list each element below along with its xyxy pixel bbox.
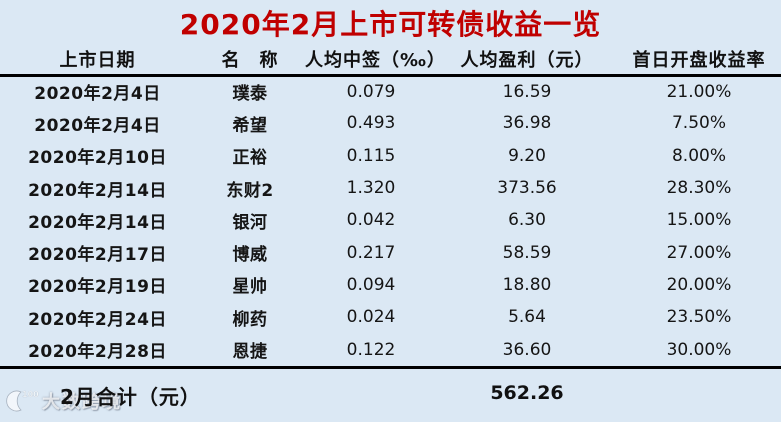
cell-win-rate: 0.024 xyxy=(346,307,396,328)
cell-name: 柳药 xyxy=(232,309,268,330)
column-header-date: 上市日期 xyxy=(0,45,195,77)
column-header-name: 名 称 xyxy=(195,45,305,77)
cell-win-rate: 0.115 xyxy=(346,145,396,166)
cell-name: 璞泰 xyxy=(232,84,268,105)
cell-profit: 373.56 xyxy=(497,178,557,199)
cell-profit: 9.20 xyxy=(508,145,546,166)
cell-profit: 18.80 xyxy=(502,274,552,295)
cell-name: 恩捷 xyxy=(232,342,268,363)
cell-open-return: 20.00% xyxy=(666,274,732,295)
cell-name: 东财2 xyxy=(226,180,274,201)
cell-win-rate: 0.217 xyxy=(346,242,396,263)
table-row: 2020年2月4日 璞泰 0.079 16.59 21.00% xyxy=(0,75,781,107)
cell-profit: 36.60 xyxy=(502,339,552,360)
table-body: 2020年2月4日 璞泰 0.079 16.59 21.00% 2020年2月4… xyxy=(0,75,781,366)
table-row: 2020年2月14日 银河 0.042 6.30 15.00% xyxy=(0,204,781,236)
cell-date: 2020年2月28日 xyxy=(28,342,167,363)
cell-win-rate: 0.122 xyxy=(346,339,396,360)
cell-open-return: 7.50% xyxy=(671,113,726,134)
table-row: 2020年2月14日 东财2 1.320 373.56 28.30% xyxy=(0,172,781,204)
bond-returns-table: 上市日期 名 称 人均中签（‰） 人均盈利（元） 首日开盘收益率 2020年2月… xyxy=(0,45,781,366)
cell-profit: 16.59 xyxy=(502,81,552,102)
table-row: 2020年2月4日 希望 0.493 36.98 7.50% xyxy=(0,107,781,139)
cell-date: 2020年2月17日 xyxy=(28,245,167,266)
table-row: 2020年2月24日 柳药 0.024 5.64 23.50% xyxy=(0,301,781,333)
cell-date: 2020年2月14日 xyxy=(28,180,167,201)
footer-total-value: 562.26 xyxy=(490,381,564,404)
cell-name: 希望 xyxy=(232,115,268,136)
table-row: 2020年2月28日 恩捷 0.122 36.60 30.00% xyxy=(0,333,781,365)
totals-footer: 2月合计（元） 562.26 xyxy=(0,365,781,417)
cell-open-return: 8.00% xyxy=(671,145,726,166)
cell-win-rate: 0.094 xyxy=(346,274,396,295)
cell-open-return: 15.00% xyxy=(666,210,732,231)
cell-profit: 5.64 xyxy=(508,307,546,328)
cell-profit: 6.30 xyxy=(508,210,546,231)
cell-win-rate: 0.079 xyxy=(346,81,396,102)
cell-date: 2020年2月19日 xyxy=(28,277,167,298)
cell-open-return: 27.00% xyxy=(666,242,732,263)
table-row: 2020年2月17日 博威 0.217 58.59 27.00% xyxy=(0,236,781,268)
page-title: 2020年2月上市可转债收益一览 xyxy=(179,7,602,41)
title-bar: 2020年2月上市可转债收益一览 xyxy=(0,0,781,45)
table-row: 2020年2月19日 星帅 0.094 18.80 20.00% xyxy=(0,269,781,301)
cell-name: 星帅 xyxy=(232,277,268,298)
cell-open-return: 30.00% xyxy=(666,339,732,360)
table-header-row: 上市日期 名 称 人均中签（‰） 人均盈利（元） 首日开盘收益率 xyxy=(0,45,781,77)
cell-date: 2020年2月4日 xyxy=(34,115,161,136)
table-row: 2020年2月10日 正裕 0.115 9.20 8.00% xyxy=(0,140,781,172)
cell-profit: 58.59 xyxy=(502,242,552,263)
cell-name: 博威 xyxy=(232,245,268,266)
cell-win-rate: 0.493 xyxy=(346,113,396,134)
cell-date: 2020年2月4日 xyxy=(34,84,161,105)
cell-win-rate: 1.320 xyxy=(346,178,396,199)
cell-open-return: 28.30% xyxy=(666,178,732,199)
cell-date: 2020年2月24日 xyxy=(28,309,167,330)
cell-date: 2020年2月14日 xyxy=(28,212,167,233)
cell-name: 银河 xyxy=(232,212,268,233)
cell-name: 正裕 xyxy=(232,148,268,169)
column-header-profit: 人均盈利（元） xyxy=(437,45,617,77)
column-header-win-rate: 人均中签（‰） xyxy=(305,45,445,77)
column-header-open-return: 首日开盘收益率 xyxy=(617,45,781,77)
cell-win-rate: 0.042 xyxy=(346,210,396,231)
cell-profit: 36.98 xyxy=(502,113,552,134)
cell-open-return: 23.50% xyxy=(666,307,732,328)
cell-date: 2020年2月10日 xyxy=(28,148,167,169)
footer-total-label: 2月合计（元） xyxy=(60,384,201,409)
cell-open-return: 21.00% xyxy=(666,81,732,102)
